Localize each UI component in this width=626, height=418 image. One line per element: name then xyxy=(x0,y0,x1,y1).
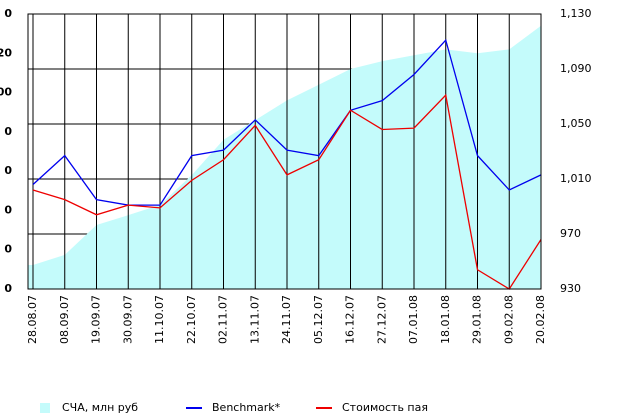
x-tick-label: 28.08.07 xyxy=(26,295,39,344)
x-tick-label: 07.01.08 xyxy=(407,295,420,344)
y2-tick-label: 1,050 xyxy=(560,117,592,130)
plot-frame xyxy=(27,13,542,290)
x-tick-label: 22.10.07 xyxy=(185,295,198,344)
y-tick-label: 0 xyxy=(4,7,12,20)
y-tick-label: 20 xyxy=(0,46,12,59)
legend-label: Benchmark* xyxy=(212,401,281,414)
legend-swatch xyxy=(40,403,50,413)
x-tick-label: 18.01.08 xyxy=(439,295,452,344)
line xyxy=(32,93,542,290)
y-tick-label: 0 xyxy=(4,282,12,295)
y-tick-label: 0 xyxy=(4,203,12,216)
legend-label: Стоимость пая xyxy=(342,401,428,414)
x-tick-label: 13.11.07 xyxy=(248,295,261,344)
y-tick-label: 0 xyxy=(4,125,12,138)
x-tick-label: 20.02.08 xyxy=(534,295,547,344)
x-tick-label: 30.09.07 xyxy=(121,295,134,344)
x-tick-label: 02.11.07 xyxy=(217,295,230,344)
x-tick-label: 19.09.07 xyxy=(90,295,103,344)
y2-tick-label: 1,130 xyxy=(560,7,592,20)
legend-label: СЧА, млн руб xyxy=(62,401,138,414)
x-tick-label: 08.09.07 xyxy=(58,295,71,344)
line xyxy=(32,38,542,206)
area xyxy=(28,25,541,290)
x-tick-label: 27.12.07 xyxy=(375,295,388,344)
x-tick-label: 09.02.08 xyxy=(502,295,515,344)
x-tick-label: 29.01.08 xyxy=(471,295,484,344)
x-tick-label: 05.12.07 xyxy=(312,295,325,344)
y2-tick-label: 930 xyxy=(560,282,581,295)
x-tick-label: 24.11.07 xyxy=(280,295,293,344)
y2-tick-label: 1,010 xyxy=(560,172,592,185)
y-tick-label: 00 xyxy=(0,86,12,99)
y-tick-label: 0 xyxy=(4,164,12,177)
x-tick-label: 11.10.07 xyxy=(153,295,166,344)
x-tick-label: 16.12.07 xyxy=(344,295,357,344)
y2-tick-label: 1,090 xyxy=(560,62,592,75)
y-tick-label: 0 xyxy=(4,243,12,256)
y2-tick-label: 970 xyxy=(560,227,581,240)
